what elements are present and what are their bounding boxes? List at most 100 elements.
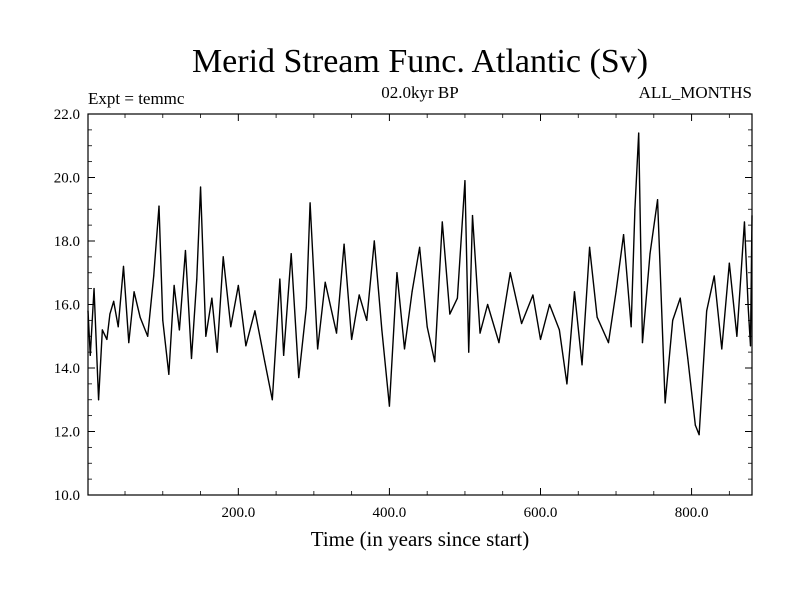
data-point [441,221,443,223]
data-point [706,310,708,312]
data-point [173,284,175,287]
data-point [199,186,202,188]
data-point [254,310,256,312]
data-point [335,332,338,334]
data-point [162,319,164,321]
data-point [521,322,523,325]
data-point [558,329,560,331]
data-point [426,326,428,328]
data-point [713,275,715,277]
data-point [283,354,285,356]
data-point [411,291,413,293]
data-point [178,329,180,331]
data-point [664,402,666,404]
x-tick-label: 200.0 [221,505,255,521]
period-label: 02.0kyr BP [381,83,458,102]
data-point [388,405,391,407]
data-point [749,345,752,347]
data-point [479,332,481,334]
series-layer [87,132,753,436]
data-point [343,243,345,245]
data-point [434,361,436,363]
data-point [539,338,542,341]
data-point [487,303,489,306]
data-point [271,399,273,401]
data-point [588,246,591,248]
data-point [419,246,421,248]
y-tick-label: 18.0 [54,234,80,250]
data-point [358,294,360,296]
data-point [396,272,398,274]
data-point [147,335,149,337]
y-tick-label: 12.0 [54,425,80,441]
data-point [113,300,115,302]
data-point [656,199,659,201]
y-tick-label: 10.0 [54,488,80,504]
data-point [366,319,368,321]
data-point [566,383,568,385]
data-point [573,291,576,293]
data-point [279,278,281,280]
x-tick-label: 800.0 [675,505,709,521]
data-point [634,208,636,210]
data-point [548,303,551,306]
data-point [622,234,625,236]
data-point [222,256,224,258]
data-point [117,326,119,328]
data-point [498,342,500,344]
data-point [532,294,534,296]
data-point [298,376,300,379]
data-point [230,326,232,328]
data-point [381,329,383,331]
chart-title: Merid Stream Func. Atlantic (Sv) [192,43,648,80]
data-point [305,307,307,309]
data-point [456,297,458,299]
data-point [106,338,108,341]
y-tick-label: 14.0 [54,361,80,377]
data-point [101,329,103,331]
data-point [509,272,511,274]
series-line-0 [87,132,753,436]
data-point [153,275,155,277]
data-point [373,240,375,242]
y-tick-label: 22.0 [54,107,80,123]
data-point [581,364,583,366]
data-point [743,221,746,223]
data-point [290,253,292,255]
data-point [471,215,474,217]
data-point [89,354,91,356]
data-point [168,373,170,375]
data-point [190,357,193,360]
data-point [615,291,617,293]
data-point [264,361,266,363]
x-axis-label: Time (in years since start) [311,527,530,551]
data-point [109,313,111,315]
y-tick-label: 20.0 [54,171,80,187]
data-point [449,313,451,315]
data-point [139,316,141,318]
plot-frame [87,113,753,496]
data-point [97,399,100,401]
x-tick-label: 600.0 [524,505,558,521]
data-point [237,284,239,287]
data-point [351,338,353,341]
data-point [317,348,319,350]
data-point [747,307,749,309]
data-point [736,335,738,337]
data-point [133,291,135,293]
data-point [309,202,311,204]
data-point [638,132,640,134]
months-label: ALL_MONTHS [639,83,752,102]
data-point [687,357,689,360]
data-point [679,297,681,299]
data-point [184,249,187,252]
data-point [464,180,466,182]
y-tick-label: 16.0 [54,298,80,314]
data-point [211,297,213,299]
data-point [694,424,696,426]
x-tick-label: 400.0 [373,505,407,521]
data-point [122,265,125,267]
data-point [245,345,247,347]
data-point [596,316,598,318]
